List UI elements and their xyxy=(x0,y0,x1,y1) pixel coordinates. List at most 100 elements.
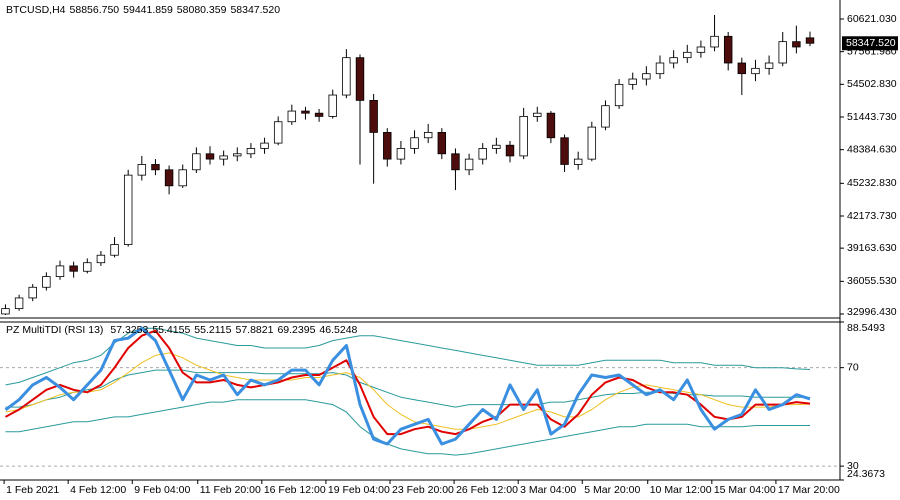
candle-body xyxy=(519,116,528,157)
candle-body xyxy=(505,144,515,157)
candle-body xyxy=(233,153,242,157)
indicator-name: PZ MultiTDI (RSI 13) xyxy=(6,324,104,336)
candle-body xyxy=(96,254,106,264)
x-tick-label: 19 Feb 04:00 xyxy=(328,484,390,496)
x-tick-label: 17 Mar 20:00 xyxy=(778,484,840,496)
indicator-value: 57.3253 xyxy=(110,324,149,336)
y-tick-label: 54502.830 xyxy=(847,78,897,90)
x-tick-label: 9 Feb 04:00 xyxy=(134,484,190,496)
last-price-label: 58347.520 xyxy=(846,37,896,49)
candle-body xyxy=(14,297,24,310)
candle-body xyxy=(383,132,392,160)
y-tick-label: 39163.630 xyxy=(847,242,897,254)
candle-body xyxy=(587,126,597,160)
candle-body xyxy=(219,155,228,160)
quote: 58856.750 xyxy=(69,4,120,16)
indicator-line xyxy=(5,399,810,456)
candle-body xyxy=(669,57,678,64)
candle-body xyxy=(1,308,10,315)
candle-body xyxy=(123,174,133,245)
candle-body xyxy=(437,132,447,155)
x-tick-label: 26 Feb 12:00 xyxy=(456,484,518,496)
indicator-value: 69.2395 xyxy=(277,324,316,336)
candle-body xyxy=(751,67,760,75)
candle-body xyxy=(410,137,419,149)
indicator-header: PZ MultiTDI (RSI 13) 57.3253 55.4155 55.21… xyxy=(6,324,361,336)
x-tick-label: 23 Feb 20:00 xyxy=(392,484,454,496)
candle-body xyxy=(164,169,174,187)
candle-body xyxy=(110,244,119,256)
x-tick-label: 1 Feb 2021 xyxy=(6,484,59,496)
candle-body xyxy=(642,73,651,80)
indicator-value: 46.5248 xyxy=(319,324,358,336)
candle-body xyxy=(42,276,51,288)
candle-body xyxy=(301,110,310,114)
y-tick-label: 51443.730 xyxy=(847,111,897,123)
candle-body xyxy=(601,105,610,128)
candle-body xyxy=(314,112,324,117)
indicator-value: 55.2115 xyxy=(194,324,232,336)
indicator-value: 55.4155 xyxy=(152,324,191,336)
y-tick-label: 42173.730 xyxy=(847,210,897,222)
candle-body xyxy=(205,153,215,160)
candle-body xyxy=(137,164,147,176)
candle-body xyxy=(287,110,297,123)
y-tick-label: 48384.630 xyxy=(847,143,897,155)
quote: 59441.859 xyxy=(123,4,173,16)
last-price-box xyxy=(842,36,898,51)
price-header: BTCUSD,H4 58856.750 59441.859 58080.359 5834… xyxy=(6,4,284,16)
y-tick-label: 45232.830 xyxy=(847,177,897,189)
candle-body xyxy=(328,94,337,117)
candle-body xyxy=(696,46,706,53)
x-tick-label: 15 Mar 04:00 xyxy=(714,484,776,496)
x-tick-label: 11 Feb 20:00 xyxy=(200,484,261,496)
quote: 58347.520 xyxy=(230,4,281,16)
candle-body xyxy=(614,83,624,107)
candle-body xyxy=(178,169,187,187)
y-tick-label: 36055.530 xyxy=(847,275,897,287)
indicator-line xyxy=(5,352,811,430)
candle-body xyxy=(805,37,815,44)
symbol: BTCUSD,H4 xyxy=(6,4,66,16)
candle-body xyxy=(273,121,283,144)
candle-body xyxy=(464,158,474,171)
candle-body xyxy=(55,265,65,277)
candle-body xyxy=(396,148,406,160)
x-tick-label: 3 Mar 04:00 xyxy=(520,484,576,496)
candle-body xyxy=(573,158,583,165)
x-tick-label: 5 Mar 20:00 xyxy=(584,484,640,496)
candle-body xyxy=(151,164,160,171)
x-tick-label: 16 Feb 12:00 xyxy=(264,484,326,496)
candle-body xyxy=(192,153,201,171)
candle-body xyxy=(492,144,501,149)
candle-body xyxy=(683,51,692,59)
indicator-value: 57.8821 xyxy=(235,324,274,336)
candle-body xyxy=(260,142,269,149)
candle-body xyxy=(69,265,78,272)
y-tick-label: 24.3673 xyxy=(847,468,885,480)
y-tick-label: 30 xyxy=(847,460,859,472)
indicator-line xyxy=(5,329,811,436)
candle-body xyxy=(778,41,787,64)
candle-body xyxy=(710,35,719,48)
candle-body xyxy=(28,286,37,299)
x-tick-label: 4 Feb 12:00 xyxy=(70,484,126,496)
candle-body xyxy=(369,99,378,133)
y-tick-label: 70 xyxy=(847,361,859,373)
candle-body xyxy=(342,57,351,96)
candle-body xyxy=(737,62,747,75)
candle-body xyxy=(723,35,733,64)
indicator-line xyxy=(4,326,811,446)
candle-body xyxy=(792,41,801,48)
candle-body xyxy=(533,112,542,117)
candle-body xyxy=(560,137,569,165)
candle-body xyxy=(423,132,433,139)
candle-body xyxy=(764,62,774,69)
candle-body xyxy=(246,148,256,155)
candle-body xyxy=(355,57,365,101)
y-tick-label: 32996.430 xyxy=(847,306,897,318)
candle-body xyxy=(655,62,665,75)
candle-body xyxy=(478,148,487,160)
